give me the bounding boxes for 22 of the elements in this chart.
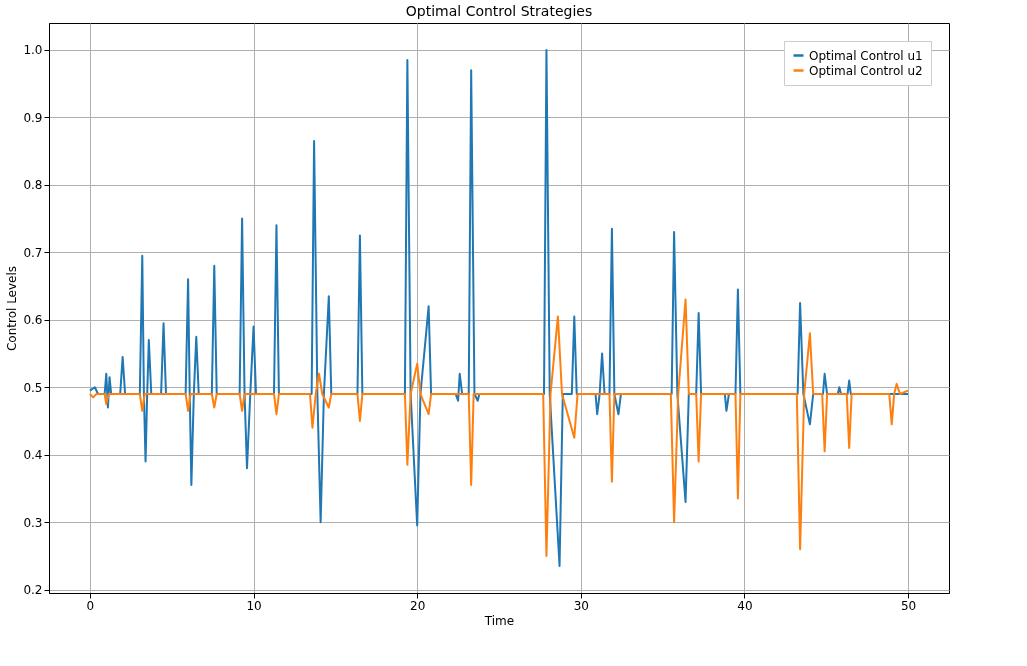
line-series (88, 48, 910, 568)
y-tick-label: 0.5 (23, 380, 43, 395)
y-tick-label: 0.3 (23, 515, 43, 530)
y-tick-label: 0.8 (23, 178, 43, 193)
y-tick-label: 0.6 (23, 313, 43, 328)
y-tick-label: 0.4 (23, 448, 43, 463)
x-tick-label: 20 (410, 598, 426, 613)
line-series (88, 298, 910, 557)
x-tick-label: 0 (86, 598, 95, 613)
y-tick-label: 0.2 (23, 583, 43, 598)
y-tick-label: 1.0 (23, 43, 43, 58)
x-tick-label: 30 (573, 598, 589, 613)
chart-title: Optimal Control Strategies (405, 3, 593, 19)
y-axis-title: Control Levels (5, 265, 20, 352)
y-tick-label: 0.7 (23, 245, 43, 260)
x-axis-title: Time (483, 613, 515, 628)
x-tick-label: 10 (246, 598, 262, 613)
x-tick-label: 50 (900, 598, 917, 613)
x-tick-label: 40 (737, 598, 753, 613)
legend-label: Optimal Control u2 (809, 63, 923, 78)
legend-label: Optimal Control u1 (809, 48, 923, 63)
y-tick-label: 0.9 (23, 110, 43, 125)
